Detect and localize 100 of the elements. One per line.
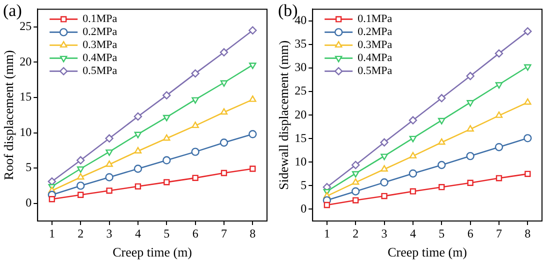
y-tick-label: 20 — [20, 54, 32, 68]
point — [106, 149, 113, 156]
point — [164, 179, 170, 186]
chart-title: (b) — [278, 0, 298, 20]
x-axis-title: Creep time (m) — [388, 244, 468, 260]
y-tick-label: 35 — [294, 36, 307, 51]
y-tick-label: 25 — [294, 84, 307, 98]
point — [496, 175, 502, 182]
point — [466, 152, 474, 160]
point — [105, 173, 114, 182]
point — [76, 173, 84, 180]
point — [105, 134, 114, 142]
x-tick-label: 7 — [496, 226, 502, 240]
point — [438, 118, 446, 124]
point — [352, 171, 360, 178]
x-tick-label: 8 — [250, 226, 256, 240]
point — [380, 165, 388, 172]
legend-label: 0.5MPa — [358, 65, 392, 78]
x-tick-label: 5 — [164, 226, 170, 240]
point — [524, 98, 532, 105]
y-tick-label: 20 — [294, 107, 307, 122]
point — [524, 170, 531, 178]
x-axis-title: Creep time (m) — [112, 244, 192, 260]
point — [495, 111, 503, 118]
legend-label: 0.2MPa — [358, 26, 392, 38]
point — [381, 192, 388, 200]
point — [134, 147, 142, 154]
point — [380, 154, 388, 160]
point — [48, 196, 56, 202]
legend-label: 0.4MPa — [358, 52, 392, 64]
point — [106, 188, 112, 194]
x-tick-label: 6 — [192, 226, 198, 240]
point — [134, 132, 142, 138]
y-tick-label: 0 — [26, 196, 32, 210]
legend-label: 0.3MPa — [82, 39, 118, 52]
x-tick-label: 1 — [48, 226, 55, 240]
point — [524, 64, 532, 71]
point — [76, 156, 85, 164]
point — [134, 112, 142, 121]
x-tick-label: 5 — [438, 226, 445, 240]
y-tick-label: 10 — [294, 154, 307, 168]
y-tick-label: 15 — [20, 90, 32, 104]
point — [438, 160, 446, 170]
point — [220, 80, 228, 87]
legend-label: 0.2MPa — [82, 26, 118, 38]
x-tick-label: 4 — [410, 226, 416, 240]
point — [409, 136, 417, 142]
point — [380, 178, 388, 187]
point — [410, 188, 416, 194]
point — [106, 160, 113, 167]
point — [220, 138, 228, 147]
point — [220, 170, 228, 176]
x-tick-label: 8 — [524, 226, 531, 240]
point — [134, 164, 142, 173]
point — [192, 122, 199, 128]
point — [162, 91, 171, 100]
point — [248, 26, 257, 34]
y-tick-label: 5 — [26, 160, 32, 174]
point — [524, 27, 532, 36]
point — [163, 114, 170, 122]
chart-title: (a) — [3, 0, 22, 20]
point — [192, 97, 199, 104]
x-tick-label: 7 — [220, 226, 227, 240]
point — [249, 62, 256, 70]
point — [409, 152, 417, 158]
x-tick-label: 1 — [324, 226, 330, 240]
y-axis-title: Sidewall displacement (mm) — [276, 40, 292, 190]
point — [408, 169, 418, 178]
point — [352, 178, 360, 185]
x-tick-label: 4 — [134, 226, 141, 240]
x-tick-label: 2 — [352, 226, 359, 240]
point — [466, 125, 474, 132]
point — [352, 187, 360, 196]
point — [163, 134, 170, 141]
x-tick-label: 2 — [78, 226, 84, 240]
y-tick-label: 25 — [20, 19, 32, 34]
x-tick-label: 3 — [106, 226, 112, 240]
x-tick-label: 6 — [467, 226, 474, 240]
x-tick-label: 3 — [381, 226, 388, 240]
point — [76, 166, 84, 173]
y-tick-label: 0 — [300, 201, 307, 216]
point — [191, 148, 200, 156]
point — [220, 108, 228, 115]
point — [220, 48, 228, 56]
point — [380, 138, 388, 146]
legend-label: 0.1MPa — [82, 13, 118, 26]
legend-label: 0.3MPa — [358, 39, 392, 52]
point — [495, 82, 503, 89]
legend-label: 0.4MPa — [82, 52, 118, 64]
point — [466, 72, 474, 80]
point — [76, 182, 85, 190]
y-tick-label: 10 — [20, 124, 32, 139]
point — [250, 166, 256, 172]
point — [466, 100, 474, 106]
point — [438, 184, 445, 190]
point — [408, 116, 418, 124]
y-tick-label: 5 — [300, 178, 307, 192]
legend-label: 0.5MPa — [82, 65, 118, 78]
y-tick-label: 15 — [294, 130, 307, 145]
y-axis-title: Roof displacement (mm) — [1, 50, 16, 180]
